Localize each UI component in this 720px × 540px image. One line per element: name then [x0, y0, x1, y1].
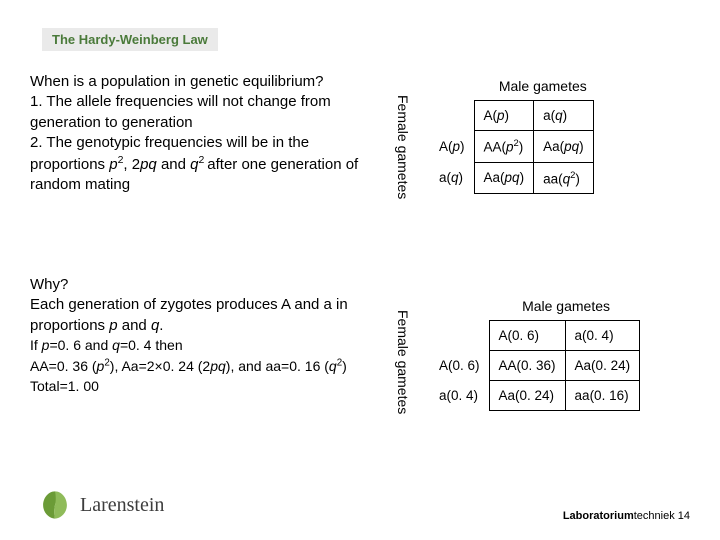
punnett-table-2: A(0. 6) a(0. 4) A(0. 6) AA(0. 36) Aa(0. … — [430, 320, 640, 411]
footer-text: Laboratoriumtechniek 14 — [563, 510, 690, 522]
why-text: Why? — [30, 276, 68, 293]
slide-title: The Hardy-Weinberg Law — [42, 28, 218, 51]
row-head-2b: a(0. 4) — [430, 381, 489, 411]
row-head-2: a(q) — [430, 162, 474, 194]
cell-21b: Aa(0. 24) — [489, 381, 565, 411]
cell-22: aa(q2) — [534, 162, 594, 194]
cell-21: Aa(pq) — [474, 162, 534, 194]
cell-11: AA(p2) — [474, 131, 534, 163]
example-line-1: If p=0. 6 and q=0. 4 then — [30, 337, 183, 353]
female-gametes-label-2: Female gametes — [395, 310, 411, 414]
punnett-table-1: A(p) a(q) A(p) AA(p2) Aa(pq) a(q) Aa(pq)… — [430, 100, 594, 194]
point-1: 1. The allele frequencies will not chang… — [30, 93, 331, 130]
text-block-1: When is a population in genetic equilibr… — [30, 72, 380, 196]
text-block-2: Why? Each generation of zygotes produces… — [30, 275, 380, 397]
cell-12b: Aa(0. 24) — [565, 351, 640, 381]
example-line-3: Total=1. 00 — [30, 378, 99, 394]
male-gametes-label-2: Male gametes — [492, 298, 640, 314]
col-head-2: a(q) — [534, 101, 594, 131]
col-head-2b: a(0. 4) — [565, 321, 640, 351]
cell-11b: AA(0. 36) — [489, 351, 565, 381]
punnett-square-2: Male gametes A(0. 6) a(0. 4) A(0. 6) AA(… — [430, 298, 640, 411]
explain-line: Each generation of zygotes produces A an… — [30, 296, 348, 333]
cell-22b: aa(0. 16) — [565, 381, 640, 411]
logo: Larenstein — [38, 488, 164, 522]
example-line-2: AA=0. 36 (p2), Aa=2×0. 24 (2pq), and aa=… — [30, 358, 347, 374]
question-text: When is a population in genetic equilibr… — [30, 73, 324, 90]
col-head-1: A(p) — [474, 101, 534, 131]
logo-icon — [38, 488, 72, 522]
cell-12: Aa(pq) — [534, 131, 594, 163]
point-2: 2. The genotypic frequencies will be in … — [30, 134, 358, 194]
row-head-1: A(p) — [430, 131, 474, 163]
row-head-1b: A(0. 6) — [430, 351, 489, 381]
punnett-square-1: Male gametes A(p) a(q) A(p) AA(p2) Aa(pq… — [430, 78, 594, 194]
logo-text: Larenstein — [80, 494, 164, 517]
male-gametes-label-1: Male gametes — [492, 78, 594, 94]
col-head-1b: A(0. 6) — [489, 321, 565, 351]
female-gametes-label-1: Female gametes — [395, 95, 411, 199]
